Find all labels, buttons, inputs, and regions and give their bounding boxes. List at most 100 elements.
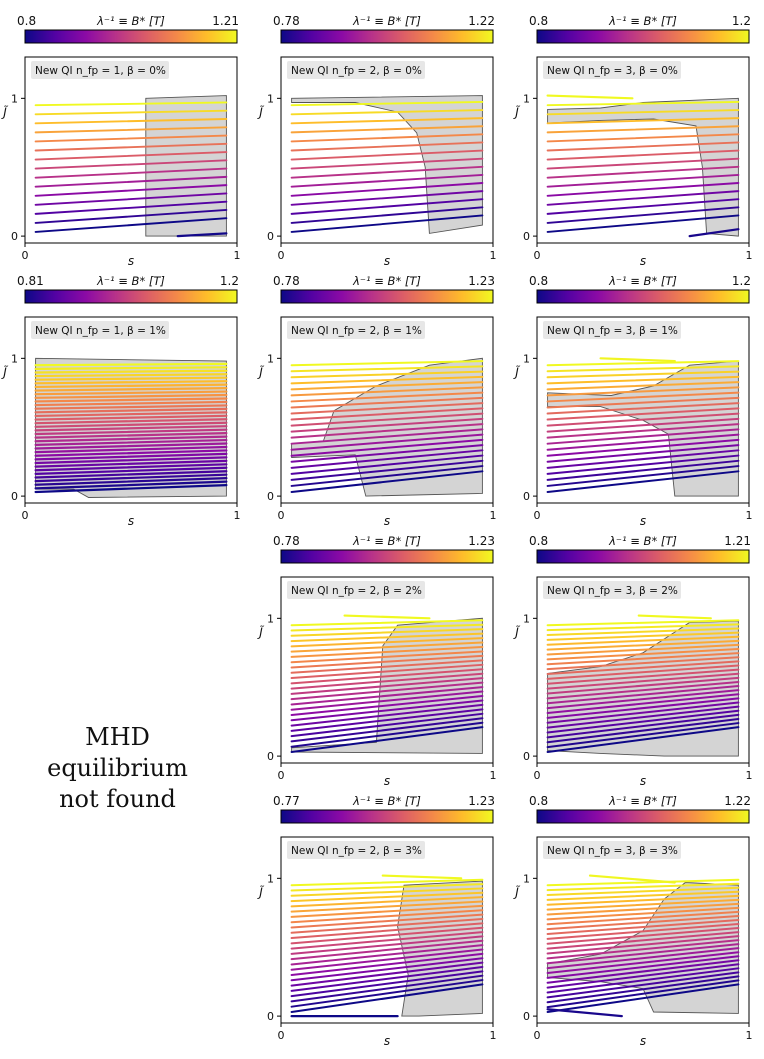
contour-line	[546, 672, 740, 690]
short-contour-segment	[546, 94, 634, 100]
contour-line	[290, 623, 484, 632]
contour-line	[290, 703, 484, 727]
contour-line	[546, 951, 740, 974]
y-axis-label: J̃	[513, 625, 521, 639]
colorbar-min-label: 0.78	[273, 274, 300, 288]
panel-r3c3: 0.8 1.21 λ⁻¹ ≡ B* [T] New QI n_fp = 3, β = …	[513, 534, 752, 788]
contour-line	[546, 438, 740, 457]
panel-r1c2: 0.78 1.22 λ⁻¹ ≡ B* [T] New QI n_fp = 2, β =…	[257, 14, 496, 268]
panel-r2c1: 0.81 1.2 λ⁻¹ ≡ B* [T] New QI n_fp = 1, β = …	[1, 274, 240, 528]
contour-line	[34, 184, 228, 197]
contour-line	[546, 391, 740, 403]
axes-frame	[536, 836, 750, 1024]
contour-line	[34, 483, 228, 494]
panel-title: New QI n_fp = 1, β = 0%	[35, 65, 166, 77]
y-axis-label: J̃	[257, 625, 265, 639]
contour-line	[290, 375, 484, 385]
contour-line	[290, 173, 484, 188]
contour-line	[290, 444, 484, 463]
contour-line	[546, 459, 740, 481]
panel-title-box	[543, 841, 681, 859]
contour-line	[546, 465, 740, 487]
x-axis-label: s	[384, 774, 390, 788]
mhd-not-found-text: MHD equilibrium not found	[25, 722, 210, 815]
y-tick-1-label: 1	[11, 352, 18, 365]
contour-line	[290, 926, 484, 945]
contour-line	[34, 466, 228, 475]
contour-line	[546, 117, 740, 125]
contour-line	[34, 142, 228, 152]
contour-line	[290, 206, 484, 224]
y-tick-1-label: 1	[267, 872, 274, 885]
contour-line	[290, 909, 484, 924]
contour-line	[290, 939, 484, 961]
panel-title: New QI n_fp = 3, β = 2%	[547, 585, 678, 597]
panel-title: New QI n_fp = 3, β = 0%	[547, 65, 678, 77]
contour-line	[546, 717, 740, 744]
contour-line	[290, 974, 484, 1003]
contour-line	[546, 680, 740, 700]
contour-line	[546, 386, 740, 397]
contour-line	[546, 412, 740, 427]
contour-line	[34, 449, 228, 457]
x-tick-1-label: 1	[490, 1029, 497, 1042]
contour-line	[34, 428, 228, 436]
colorbar-label: λ⁻¹ ≡ B* [T]	[608, 274, 677, 288]
panel-r1c1: 0.8 1.21 λ⁻¹ ≡ B* [T] New QI n_fp = 1, β = …	[1, 14, 240, 268]
contour-line	[290, 944, 484, 966]
contour-line	[290, 900, 484, 913]
contour-line	[290, 922, 484, 940]
y-tick-1-label: 1	[523, 352, 530, 365]
contour-line	[290, 983, 484, 1013]
contour-line	[34, 383, 228, 389]
colorbar-label: λ⁻¹ ≡ B* [T]	[352, 14, 421, 28]
contour-line	[290, 641, 484, 653]
colorbar	[24, 289, 238, 304]
contour-line	[546, 656, 740, 671]
short-contour-segment	[688, 228, 740, 238]
contour-line	[34, 432, 228, 439]
short-contour-segment	[381, 874, 463, 880]
contour-line	[34, 109, 228, 116]
contour-line	[290, 694, 484, 717]
x-tick-1-label: 1	[234, 249, 241, 262]
contour-line	[290, 931, 484, 950]
contour-line	[546, 423, 740, 439]
contour-line	[546, 206, 740, 224]
contour-line	[34, 445, 228, 454]
contour-line	[34, 418, 228, 425]
plot-area	[290, 874, 484, 1018]
contour-line	[546, 967, 740, 994]
contour-line	[546, 882, 740, 892]
contour-line	[290, 668, 484, 685]
colorbar-min-label: 0.8	[17, 14, 36, 28]
plot-area	[546, 614, 740, 757]
contour-line	[546, 959, 740, 984]
contour-line	[546, 381, 740, 391]
contour-line	[546, 923, 740, 940]
contour-line	[546, 918, 740, 935]
panel-r4c2: 0.77 1.23 λ⁻¹ ≡ B* [T] New QI n_fp = 2, β =…	[257, 794, 496, 1048]
colorbar	[24, 29, 238, 44]
x-axis-label: s	[640, 774, 646, 788]
contour-line	[290, 654, 484, 669]
contour-line	[290, 141, 484, 152]
x-tick-1-label: 1	[490, 769, 497, 782]
contour-line	[34, 362, 228, 367]
x-tick-0-label: 0	[278, 249, 285, 262]
contour-line	[546, 619, 740, 627]
panel-title-box	[287, 841, 425, 859]
contour-line	[546, 643, 740, 656]
contour-line	[34, 167, 228, 179]
y-tick-0-label: 0	[11, 230, 18, 243]
contour-line	[546, 375, 740, 385]
contour-line	[290, 952, 484, 977]
contour-line	[34, 404, 228, 410]
contour-line	[290, 423, 484, 439]
contour-line	[546, 963, 740, 989]
contour-line	[34, 126, 228, 134]
colorbar	[536, 549, 750, 564]
panel-title: New QI n_fp = 2, β = 2%	[291, 585, 422, 597]
contour-line	[290, 878, 484, 887]
contour-line	[546, 668, 740, 685]
